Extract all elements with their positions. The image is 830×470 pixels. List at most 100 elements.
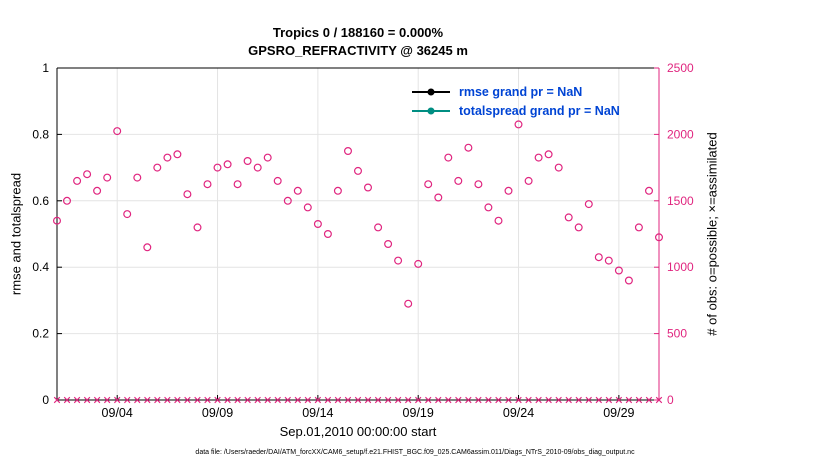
gridlines [57, 68, 659, 400]
plot-title-line2: GPSRO_REFRACTIVITY @ 36245 m [248, 43, 468, 58]
y-left-tick-label: 0 [42, 393, 49, 407]
assim-mark [445, 396, 452, 404]
obs-point [554, 163, 563, 172]
assim-mark [625, 396, 633, 404]
assim-mark [324, 396, 332, 404]
obs-point [283, 196, 292, 205]
obs-point [594, 253, 603, 262]
x-tick-label: 09/29 [603, 406, 634, 420]
legend-item-rmse: rmse grand pr = NaN [412, 82, 620, 101]
obs-point [384, 240, 393, 249]
obs-point [293, 186, 302, 195]
assim-mark [374, 396, 382, 404]
obs-point [273, 176, 282, 185]
assim-mark [284, 396, 291, 404]
assim-mark [73, 396, 81, 404]
assim-mark [294, 396, 301, 404]
obs-point [93, 186, 102, 195]
obs-point [203, 180, 212, 189]
x-tick-label: 09/14 [302, 406, 333, 420]
obs-point [474, 180, 483, 189]
obs-point [584, 200, 593, 209]
y-left-tick-label: 0.4 [32, 260, 49, 274]
assim-mark [615, 396, 623, 404]
obs-point [394, 256, 403, 265]
plot-title-line1: Tropics 0 / 188160 = 0.000% [272, 25, 444, 40]
totalspread-dot-marker [427, 107, 435, 114]
assim-mark [475, 396, 482, 404]
assim-mark [655, 396, 663, 404]
assim-mark [174, 396, 181, 404]
obs-point [223, 160, 232, 169]
assim-mark [304, 396, 312, 404]
x-axis-label: Sep.01,2010 00:00:00 start [279, 424, 437, 439]
obs-point [564, 213, 573, 222]
obs-point [133, 173, 142, 182]
rmse-line-swatch [412, 88, 450, 95]
obs-point [183, 190, 192, 199]
assim-mark [485, 396, 492, 404]
obs-point [534, 153, 543, 162]
obs-point [574, 223, 583, 232]
obs-point [233, 180, 242, 189]
obs-point [484, 203, 493, 212]
x-tick-label: 09/09 [202, 406, 233, 420]
obs-point [514, 120, 523, 129]
assim-mark [545, 396, 552, 404]
x-tick-label: 09/24 [503, 406, 534, 420]
assim-mark [53, 396, 61, 404]
assim-mark [93, 396, 101, 404]
obs-point [524, 176, 533, 185]
assim-mark [635, 396, 643, 404]
obs-point [243, 157, 252, 166]
obs-point [113, 127, 122, 136]
obs-point [303, 203, 312, 212]
assim-mark [144, 396, 151, 404]
assim-mark [455, 396, 462, 404]
assim-mark [103, 396, 111, 404]
assim-mark [314, 396, 322, 404]
obs-point [103, 173, 112, 182]
obs-point [624, 276, 633, 285]
assim-mark [134, 396, 141, 404]
obs-point [494, 216, 503, 225]
obs-point [374, 223, 383, 232]
assim-mark [194, 396, 201, 404]
assim-mark [124, 396, 131, 404]
assim-mark [63, 396, 71, 404]
assim-mark [404, 396, 412, 404]
assim-mark [334, 396, 342, 404]
y-left-tick-label: 0.2 [32, 327, 49, 341]
y-right-tick-label: 500 [667, 327, 687, 341]
assim-mark [505, 396, 512, 404]
obs-point [153, 163, 162, 172]
x-tick-label: 09/04 [102, 406, 133, 420]
obs-point [73, 176, 82, 185]
assim-mark [645, 396, 653, 404]
obs-point [434, 193, 443, 202]
data-file-caption: data file: /Users/raeder/DAI/ATM_forcXX/… [195, 449, 635, 456]
obs-point [414, 259, 423, 268]
obs-point [364, 183, 373, 192]
assim-mark [565, 396, 572, 404]
obs-point [444, 153, 453, 162]
obs-point [614, 266, 623, 275]
assim-mark [364, 396, 372, 404]
assim-mark [465, 396, 472, 404]
assim-mark [425, 396, 432, 404]
assim-mark [264, 396, 271, 404]
legend-label-totalspread: totalspread grand pr = NaN [459, 103, 620, 118]
obs-point [52, 216, 61, 225]
assim-mark [575, 396, 582, 404]
y-right-ticks: 0 500 1000 1500 2000 2500 [654, 61, 694, 407]
obs-point [544, 150, 553, 159]
obs-point [313, 220, 322, 229]
assim-mark [535, 396, 542, 404]
obs-point [634, 223, 643, 232]
obs-point [62, 196, 71, 205]
obs-point [504, 186, 513, 195]
y-right-tick-label: 0 [667, 393, 674, 407]
assim-mark [394, 396, 402, 404]
obs-point [404, 299, 413, 308]
